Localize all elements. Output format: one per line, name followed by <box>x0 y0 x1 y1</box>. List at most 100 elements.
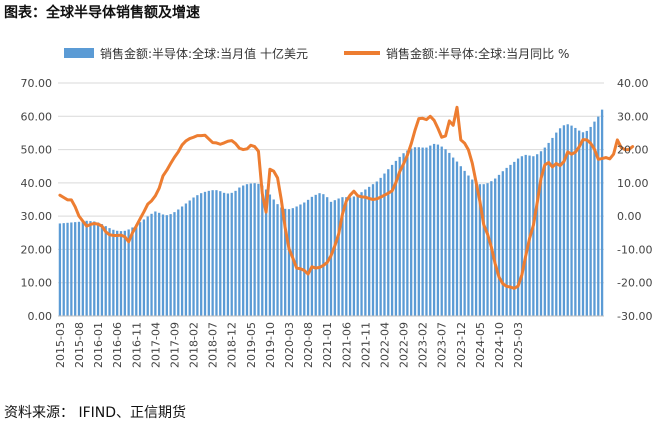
bar <box>532 156 535 316</box>
bar <box>253 183 256 316</box>
bar <box>429 145 432 316</box>
bar <box>74 222 77 316</box>
bar <box>486 183 489 316</box>
bar <box>66 222 69 316</box>
bar <box>558 128 562 316</box>
bar <box>337 198 340 316</box>
line-series-path <box>58 105 635 290</box>
bar <box>390 164 394 316</box>
bar <box>219 191 222 316</box>
figure-title: 图表：全球半导体销售额及增速 <box>4 5 200 21</box>
bar <box>432 143 436 316</box>
bar <box>207 190 210 316</box>
x-tick-label: 2017-04 <box>149 322 162 368</box>
bar <box>310 196 314 316</box>
bar <box>585 130 588 316</box>
y-left-tick-label: 10.00 <box>21 277 53 290</box>
bar <box>448 152 451 316</box>
y-right-tick-label: -10.00 <box>617 243 652 256</box>
bar <box>352 196 356 316</box>
bar <box>513 161 516 316</box>
x-tick-label: 2019-10 <box>264 322 277 368</box>
bar <box>276 204 279 316</box>
bar <box>379 177 382 316</box>
bar <box>222 192 226 316</box>
bar <box>581 132 585 316</box>
bar <box>77 221 81 316</box>
bar <box>135 224 138 316</box>
bar <box>440 146 443 316</box>
bar <box>494 178 497 316</box>
source-note: 资料来源： IFIND、正信期货 <box>4 405 187 421</box>
legend-bar-swatch <box>64 48 94 58</box>
bar <box>471 179 474 316</box>
bar <box>455 161 459 316</box>
x-tick-label: 2018-12 <box>226 322 239 368</box>
bar <box>146 216 149 316</box>
x-tick-label: 2015-08 <box>73 322 86 368</box>
bar <box>161 214 165 316</box>
bar <box>58 223 62 316</box>
x-tick-label: 2017-09 <box>168 322 181 368</box>
bar <box>242 185 245 316</box>
bar <box>467 175 470 316</box>
bar <box>215 190 218 316</box>
bar <box>459 166 462 316</box>
bar <box>417 147 420 316</box>
bar <box>85 220 88 316</box>
bar <box>62 223 65 316</box>
bar <box>119 231 123 316</box>
bar <box>104 226 107 316</box>
bar <box>177 209 180 316</box>
x-tick-label: 2023-07 <box>436 322 449 368</box>
bar <box>226 193 230 316</box>
bar <box>196 195 199 316</box>
bar <box>261 185 264 316</box>
bar <box>230 192 233 316</box>
bar <box>142 219 146 316</box>
bar <box>345 197 348 316</box>
bar <box>562 125 566 316</box>
bar <box>234 190 237 316</box>
y-right-tick-label: 30.00 <box>617 110 649 123</box>
legend-line-label: 销售金额:半导体:全球:当月同比 % <box>386 46 569 61</box>
x-tick-label: 2016-11 <box>130 322 143 368</box>
bar <box>100 224 104 316</box>
bar <box>306 199 310 316</box>
bar <box>413 147 417 316</box>
bar <box>497 174 501 316</box>
y-left-tick-label: 60.00 <box>21 110 53 123</box>
x-tick-label: 2025-03 <box>512 322 525 368</box>
bar <box>184 203 188 316</box>
bar <box>180 206 184 316</box>
bar <box>570 125 573 316</box>
bar <box>93 221 96 316</box>
x-tick-label: 2023-02 <box>417 322 430 368</box>
axes: 0.00 -30.00 10.00 -20.00 20.00 -10.00 30.00 0.0… <box>21 77 653 368</box>
bar <box>452 157 455 316</box>
bar <box>356 194 359 316</box>
bar <box>520 156 524 316</box>
bar <box>516 158 520 316</box>
bar <box>158 212 161 316</box>
bar <box>326 197 329 316</box>
bar <box>566 124 569 316</box>
y-left-tick-label: 0.00 <box>28 310 53 323</box>
bar <box>478 184 482 316</box>
bar <box>364 189 367 316</box>
bar <box>551 137 554 316</box>
bar <box>597 116 600 317</box>
y-right-tick-label: 20.00 <box>617 144 649 157</box>
bar <box>375 181 378 316</box>
y-left-tick-label: 50.00 <box>21 144 53 157</box>
bar <box>436 144 440 316</box>
bar <box>318 193 321 316</box>
bar <box>593 121 596 317</box>
bar <box>387 169 390 316</box>
y-left-tick-label: 30.00 <box>21 210 53 223</box>
bar <box>154 211 157 316</box>
bar <box>410 148 413 316</box>
y-left-tick-label: 40.00 <box>21 177 53 190</box>
bar <box>81 221 84 316</box>
bar <box>169 214 172 316</box>
